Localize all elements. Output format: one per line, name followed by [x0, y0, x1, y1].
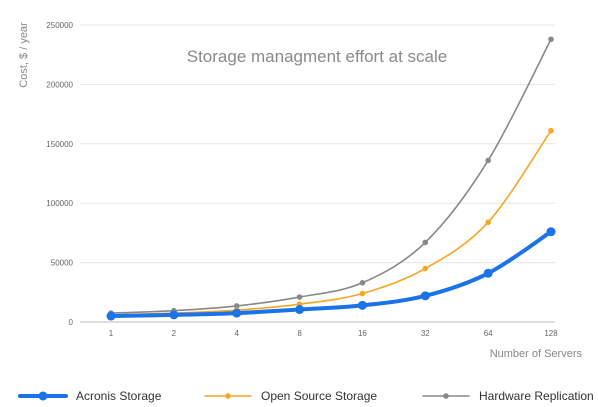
x-tick-label: 4 [234, 329, 239, 338]
data-point-acronis-storage [106, 311, 116, 321]
legend-label: Open Source Storage [261, 389, 377, 403]
y-tick-label: 150000 [46, 140, 73, 149]
data-point-hardware-replication [296, 294, 303, 300]
y-tick-labels: 0 50000 100000 150000 200000 250000 [46, 21, 73, 327]
x-tick-label: 8 [297, 329, 302, 338]
data-point-open-source-storage [422, 265, 429, 272]
data-point-hardware-replication [233, 303, 240, 309]
data-point-acronis-storage [483, 268, 493, 278]
x-tick-labels: 1 2 4 8 16 32 64 128 [109, 329, 558, 338]
data-point-open-source-storage [485, 219, 491, 226]
data-point-open-source-storage [548, 127, 554, 134]
data-point-acronis-storage [169, 310, 179, 320]
series-line-open-source-storage [110, 129, 552, 316]
x-tick-label: 128 [544, 329, 558, 338]
legend-item-open-source-storage: Open Source Storage [204, 389, 377, 403]
y-tick-label: 250000 [46, 21, 73, 30]
x-tick-label: 32 [421, 329, 430, 338]
x-axis-label: Number of Servers [490, 348, 583, 360]
data-point-acronis-storage [357, 300, 367, 310]
gridlines [80, 24, 555, 323]
data-point-hardware-replication [359, 279, 366, 286]
y-axis-label: Cost, $ / year [18, 22, 30, 88]
legend-swatch-marker [38, 391, 48, 401]
data-point-acronis-storage [232, 308, 242, 318]
y-tick-label: 200000 [46, 80, 73, 89]
legend-item-hardware-replication: Hardware Replication [422, 389, 594, 403]
chart-title: Storage managment effort at scale [187, 47, 448, 66]
data-point-hardware-replication [485, 157, 491, 164]
legend-label: Acronis Storage [76, 389, 162, 403]
data-point-acronis-storage [420, 291, 430, 301]
y-tick-label: 0 [69, 318, 74, 327]
data-point-open-source-storage [359, 290, 366, 297]
legend-item-acronis-storage: Acronis Storage [18, 389, 162, 403]
legend-swatch-marker [225, 393, 231, 399]
x-tick-label: 16 [358, 329, 367, 338]
data-point-hardware-replication [548, 36, 554, 43]
data-point-acronis-storage [546, 227, 556, 237]
legend: Acronis Storage Open Source Storage Hardwa… [18, 389, 594, 403]
x-tick-label: 2 [172, 329, 177, 338]
legend-swatch-marker [443, 393, 449, 399]
legend-label: Hardware Replication [479, 389, 594, 403]
x-tick-label: 1 [109, 329, 114, 338]
y-tick-label: 50000 [51, 259, 74, 268]
data-point-hardware-replication [422, 239, 429, 246]
x-tick-label: 64 [484, 329, 493, 338]
series-points [106, 36, 556, 321]
data-point-acronis-storage [295, 305, 305, 315]
y-tick-label: 100000 [46, 199, 73, 208]
